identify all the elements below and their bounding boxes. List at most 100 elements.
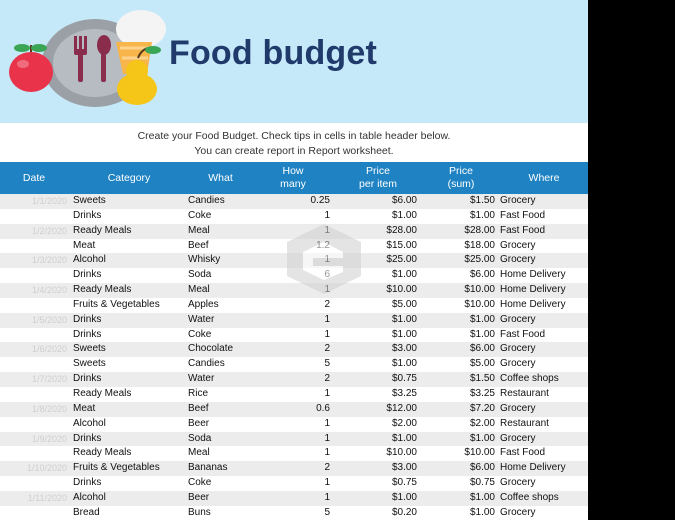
- cell-how-many[interactable]: 2: [324, 373, 330, 385]
- cell-how-many[interactable]: 5: [324, 506, 330, 518]
- cell-how-many[interactable]: 1: [324, 447, 330, 459]
- cell-how-many[interactable]: 1: [324, 209, 330, 221]
- cell-where[interactable]: Fast Food: [500, 447, 546, 459]
- cell-sum[interactable]: $10.00: [464, 284, 495, 296]
- cell-what[interactable]: Rice: [188, 387, 209, 399]
- cell-sum[interactable]: $3.25: [469, 387, 495, 399]
- cell-where[interactable]: Fast Food: [500, 224, 546, 236]
- cell-price[interactable]: $28.00: [386, 224, 417, 236]
- cell-date[interactable]: [0, 328, 67, 343]
- cell-price[interactable]: $3.25: [391, 387, 417, 399]
- header-how-many[interactable]: How many: [258, 162, 328, 194]
- cell-category[interactable]: Meat: [73, 239, 96, 251]
- cell-how-many[interactable]: 1: [324, 313, 330, 325]
- cell-where[interactable]: Grocery: [500, 432, 536, 444]
- cell-price[interactable]: $6.00: [391, 195, 417, 206]
- cell-sum[interactable]: $1.50: [469, 195, 495, 206]
- cell-where[interactable]: Grocery: [500, 402, 536, 414]
- cell-date[interactable]: [0, 209, 67, 224]
- cell-price[interactable]: $1.00: [391, 432, 417, 444]
- cell-category[interactable]: Sweets: [73, 343, 106, 355]
- cell-price[interactable]: $5.00: [391, 298, 417, 310]
- cell-what[interactable]: Coke: [188, 328, 212, 340]
- cell-what[interactable]: Apples: [188, 298, 219, 310]
- cell-sum[interactable]: $28.00: [464, 224, 495, 236]
- cell-where[interactable]: Restaurant: [500, 387, 549, 399]
- cell-how-many[interactable]: 2: [324, 298, 330, 310]
- cell-sum[interactable]: $10.00: [464, 447, 495, 459]
- cell-sum[interactable]: $1.00: [469, 328, 495, 340]
- cell-category[interactable]: Bread: [73, 506, 100, 518]
- cell-what[interactable]: Soda: [188, 269, 212, 281]
- cell-date[interactable]: [0, 506, 67, 520]
- cell-sum[interactable]: $18.00: [464, 239, 495, 251]
- cell-category[interactable]: Ready Meals: [73, 447, 132, 459]
- cell-category[interactable]: Alcohol: [73, 417, 106, 429]
- cell-how-many[interactable]: 1: [324, 491, 330, 503]
- cell-how-many[interactable]: 1: [324, 477, 330, 489]
- cell-date[interactable]: [0, 239, 67, 254]
- cell-where[interactable]: Grocery: [500, 343, 536, 355]
- cell-date[interactable]: 1/3/2020: [31, 255, 67, 266]
- cell-what[interactable]: Water: [188, 373, 215, 385]
- cell-category[interactable]: Fruits & Vegetables: [73, 462, 160, 474]
- cell-price[interactable]: $0.75: [391, 373, 417, 385]
- cell-price[interactable]: $15.00: [386, 239, 417, 251]
- cell-date[interactable]: 1/11/2020: [27, 492, 67, 503]
- cell-what[interactable]: Coke: [188, 477, 212, 489]
- cell-how-many[interactable]: 2: [324, 462, 330, 474]
- cell-sum[interactable]: $6.00: [469, 269, 495, 281]
- cell-date[interactable]: 1/7/2020: [31, 374, 67, 385]
- cell-category[interactable]: Ready Meals: [73, 387, 132, 399]
- cell-how-many[interactable]: 2: [324, 343, 330, 355]
- cell-price[interactable]: $10.00: [386, 284, 417, 296]
- cell-category[interactable]: Fruits & Vegetables: [73, 298, 160, 310]
- cell-date[interactable]: [0, 298, 67, 313]
- cell-date[interactable]: 1/9/2020: [31, 433, 67, 444]
- cell-category[interactable]: Drinks: [73, 328, 102, 340]
- cell-where[interactable]: Fast Food: [500, 209, 546, 221]
- cell-date[interactable]: [0, 476, 67, 491]
- cell-sum[interactable]: $7.20: [469, 402, 495, 414]
- cell-category[interactable]: Ready Meals: [73, 224, 132, 236]
- cell-price[interactable]: $1.00: [391, 313, 417, 325]
- cell-what[interactable]: Soda: [188, 432, 212, 444]
- cell-what[interactable]: Candies: [188, 195, 225, 206]
- cell-date[interactable]: 1/6/2020: [31, 344, 67, 355]
- cell-date[interactable]: 1/1/2020: [31, 196, 67, 206]
- cell-category[interactable]: Drinks: [73, 477, 102, 489]
- cell-where[interactable]: Home Delivery: [500, 269, 566, 281]
- cell-sum[interactable]: $6.00: [469, 462, 495, 474]
- header-date[interactable]: Date: [22, 171, 46, 184]
- cell-category[interactable]: Sweets: [73, 358, 106, 370]
- cell-where[interactable]: Coffee shops: [500, 373, 559, 385]
- cell-date[interactable]: 1/5/2020: [31, 314, 67, 325]
- cell-what[interactable]: Chocolate: [188, 343, 234, 355]
- cell-price[interactable]: $0.75: [391, 477, 417, 489]
- cell-where[interactable]: Restaurant: [500, 417, 549, 429]
- cell-category[interactable]: Drinks: [73, 209, 102, 221]
- cell-where[interactable]: Grocery: [500, 195, 536, 206]
- cell-date[interactable]: 1/10/2020: [26, 463, 67, 474]
- cell-where[interactable]: Home Delivery: [500, 284, 566, 296]
- cell-where[interactable]: Grocery: [500, 358, 536, 370]
- cell-price[interactable]: $1.00: [391, 269, 417, 281]
- cell-sum[interactable]: $0.75: [469, 477, 495, 489]
- cell-category[interactable]: Ready Meals: [73, 284, 132, 296]
- cell-how-many[interactable]: 5: [324, 358, 330, 370]
- cell-what[interactable]: Coke: [188, 209, 212, 221]
- cell-price[interactable]: $2.00: [391, 417, 417, 429]
- cell-category[interactable]: Drinks: [73, 313, 102, 325]
- cell-sum[interactable]: $6.00: [469, 343, 495, 355]
- cell-category[interactable]: Sweets: [73, 195, 106, 206]
- cell-date[interactable]: [0, 268, 67, 283]
- cell-what[interactable]: Beer: [188, 417, 210, 429]
- cell-sum[interactable]: $1.50: [469, 373, 495, 385]
- cell-how-many[interactable]: 1: [324, 387, 330, 399]
- cell-price[interactable]: $10.00: [386, 447, 417, 459]
- cell-date[interactable]: [0, 357, 67, 372]
- cell-category[interactable]: Alcohol: [73, 254, 106, 266]
- cell-how-many[interactable]: 0.6: [316, 402, 330, 414]
- cell-what[interactable]: Beer: [188, 491, 210, 503]
- header-price-sum[interactable]: Price (sum): [425, 162, 497, 194]
